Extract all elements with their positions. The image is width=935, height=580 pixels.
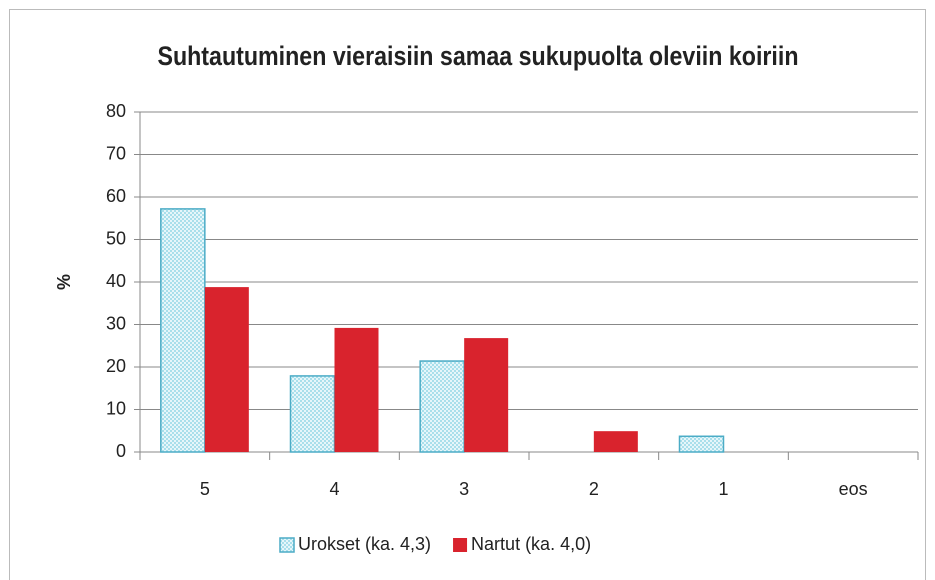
x-tick-label: eos xyxy=(839,479,868,499)
bar xyxy=(678,435,725,453)
y-tick-label: 10 xyxy=(106,398,126,418)
legend-swatch xyxy=(453,538,468,552)
y-axis-label: % xyxy=(54,274,74,290)
bar xyxy=(334,327,379,452)
y-tick-label: 70 xyxy=(106,143,126,163)
y-tick-label: 20 xyxy=(106,356,126,376)
x-tick-label: 2 xyxy=(589,479,599,499)
y-tick-label: 40 xyxy=(106,271,126,291)
x-tick-label: 4 xyxy=(329,479,339,499)
legend-label: Urokset (ka. 4,3) xyxy=(298,534,431,554)
x-tick-label: 3 xyxy=(459,479,469,499)
bar xyxy=(419,360,465,453)
chart-title: Suhtautuminen vieraisiin samaa sukupuolt… xyxy=(157,42,798,72)
y-tick-label: 0 xyxy=(116,441,126,461)
bar xyxy=(593,431,638,452)
legend-swatch xyxy=(279,537,295,553)
bar xyxy=(160,208,206,453)
legend-label: Nartut (ka. 4,0) xyxy=(471,534,591,554)
y-tick-label: 50 xyxy=(106,228,126,248)
x-tick-label: 1 xyxy=(718,479,728,499)
y-tick-label: 30 xyxy=(106,313,126,333)
bar xyxy=(464,338,509,452)
y-tick-label: 80 xyxy=(106,101,126,121)
bar xyxy=(289,375,336,453)
x-tick-label: 5 xyxy=(200,479,210,499)
bar xyxy=(204,287,249,452)
y-tick-label: 60 xyxy=(106,186,126,206)
